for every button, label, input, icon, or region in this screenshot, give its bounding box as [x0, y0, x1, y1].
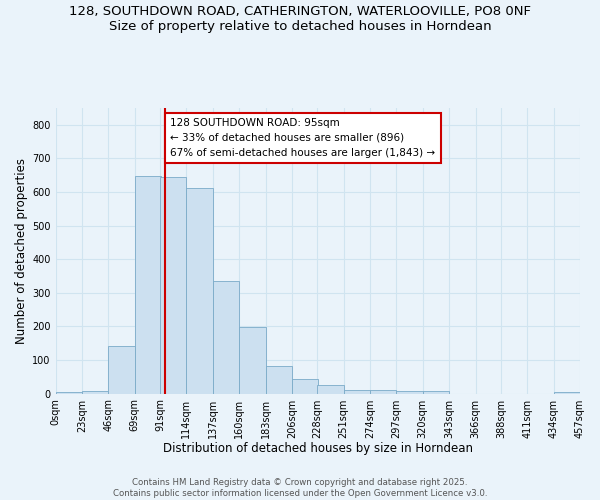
Bar — [317, 384, 344, 394]
Bar — [187, 188, 213, 394]
Bar — [423, 391, 449, 394]
Bar — [554, 392, 580, 394]
Y-axis label: Number of detached properties: Number of detached properties — [15, 158, 28, 344]
Bar — [56, 392, 82, 394]
Bar — [344, 390, 370, 394]
Bar — [109, 346, 135, 394]
Bar — [266, 366, 292, 394]
Text: 128, SOUTHDOWN ROAD, CATHERINGTON, WATERLOOVILLE, PO8 0NF
Size of property relat: 128, SOUTHDOWN ROAD, CATHERINGTON, WATER… — [69, 5, 531, 33]
Bar — [135, 176, 161, 394]
Bar — [292, 380, 319, 394]
Bar — [370, 390, 397, 394]
Bar — [160, 177, 187, 394]
Bar — [239, 327, 266, 394]
Bar — [213, 281, 239, 394]
Bar — [397, 390, 423, 394]
X-axis label: Distribution of detached houses by size in Horndean: Distribution of detached houses by size … — [163, 442, 473, 455]
Text: Contains HM Land Registry data © Crown copyright and database right 2025.
Contai: Contains HM Land Registry data © Crown c… — [113, 478, 487, 498]
Bar — [82, 391, 109, 394]
Text: 128 SOUTHDOWN ROAD: 95sqm
← 33% of detached houses are smaller (896)
67% of semi: 128 SOUTHDOWN ROAD: 95sqm ← 33% of detac… — [170, 118, 436, 158]
